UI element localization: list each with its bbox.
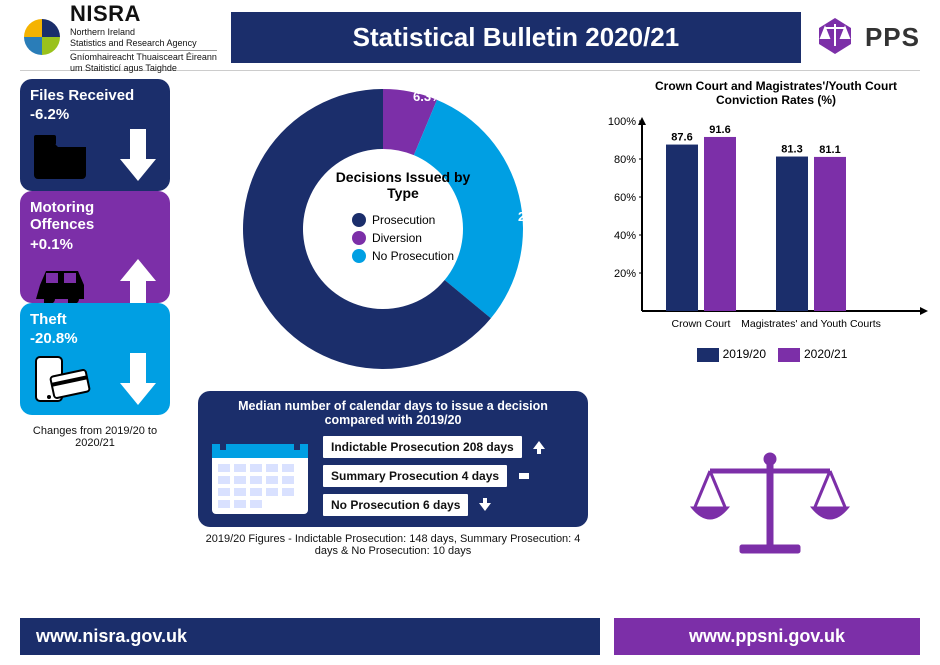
arrow-down-icon <box>477 497 493 513</box>
median-block: Median number of calendar days to issue … <box>198 391 578 557</box>
donut-title: Decisions Issued by Type <box>328 169 478 201</box>
page: NISRA Northern Ireland Statistics and Re… <box>0 0 940 665</box>
donut-legend-item: Diversion <box>352 231 454 245</box>
y-tick-label: 20% <box>614 268 636 280</box>
page-title: Statistical Bulletin 2020/21 <box>231 12 801 63</box>
legend-swatch <box>778 348 800 362</box>
median-row-text: Summary Prosecution 4 days <box>322 464 508 488</box>
median-caption: 2019/20 Figures - Indictable Prosecution… <box>198 533 588 557</box>
stat-label: Theft <box>30 311 160 328</box>
stat-box-0: Files Received -6.2% <box>20 79 170 191</box>
nisra-sub3: Gníomhaireacht Thuaisceart Éireann <box>70 52 217 63</box>
legend-swatch <box>697 348 719 362</box>
y-tick-label: 60% <box>614 192 636 204</box>
footer-left: www.nisra.gov.uk <box>20 618 600 655</box>
nisra-sub2: Statistics and Research Agency <box>70 38 217 49</box>
pps-label: PPS <box>865 22 920 53</box>
legend-label: No Prosecution <box>372 249 454 263</box>
donut-chart: Decisions Issued by Type Prosecution Dive… <box>198 79 568 379</box>
stat-caption: Changes from 2019/20 to 2020/21 <box>20 425 170 449</box>
donut-value-label: 64.0% <box>203 237 240 252</box>
stat-value: -20.8% <box>30 330 160 347</box>
y-tick-label: 100% <box>608 116 636 128</box>
median-row-text: No Prosecution 6 days <box>322 493 469 517</box>
header-row: NISRA Northern Ireland Statistics and Re… <box>20 8 920 66</box>
bar-value-label: 91.6 <box>709 124 730 136</box>
stat-box-1: Motoring Offences +0.1% <box>20 191 170 303</box>
bar-value-label: 87.6 <box>671 132 692 144</box>
x-tick-label: Magistrates' and Youth Courts <box>741 318 881 330</box>
phonecard-icon <box>30 353 94 405</box>
donut-value-label: 29.7% <box>518 209 555 224</box>
bar-value-label: 81.3 <box>781 144 802 156</box>
footer-right: www.ppsni.gov.uk <box>614 618 920 655</box>
scales-large-icon <box>685 445 855 560</box>
calendar-icon <box>210 436 310 516</box>
legend-swatch <box>352 249 366 263</box>
arrow-same-icon <box>516 468 532 484</box>
legend-swatch <box>352 231 366 245</box>
median-row: Summary Prosecution 4 days <box>322 464 576 488</box>
median-row: No Prosecution 6 days <box>322 493 576 517</box>
bar <box>666 145 698 311</box>
legend-label: Diversion <box>372 231 422 245</box>
arrow-up-icon <box>531 439 547 455</box>
y-tick-label: 80% <box>614 154 636 166</box>
car-icon <box>30 261 94 309</box>
nisra-sub4: um Staitisticí agus Taighde <box>70 63 217 74</box>
stat-column: Files Received -6.2% Motoring Offences +0.1… <box>20 79 180 557</box>
stat-label: Files Received <box>30 87 160 104</box>
nisra-text: NISRA Northern Ireland Statistics and Re… <box>70 1 217 74</box>
median-row-text: Indictable Prosecution 208 days <box>322 435 523 459</box>
nisra-sub1: Northern Ireland <box>70 27 217 38</box>
legend-label: 2019/20 <box>723 347 766 361</box>
nisra-name: NISRA <box>70 1 217 27</box>
median-panel: Median number of calendar days to issue … <box>198 391 588 527</box>
donut-center: Decisions Issued by Type Prosecution Dive… <box>328 169 478 268</box>
legend-label: Prosecution <box>372 213 435 227</box>
barchart-legend-item: 2020/21 <box>766 347 847 361</box>
bar-value-label: 81.1 <box>819 144 840 156</box>
bar <box>814 157 846 311</box>
donut-legend: Prosecution Diversion No Prosecution <box>352 209 454 267</box>
bar <box>704 137 736 311</box>
arrow-down-icon <box>116 125 160 185</box>
median-rows: Indictable Prosecution 208 days Summary P… <box>322 435 576 517</box>
arrow-down-icon <box>116 349 160 409</box>
nisra-logo: NISRA Northern Ireland Statistics and Re… <box>20 1 217 74</box>
footer: www.nisra.gov.uk www.ppsni.gov.uk <box>20 618 920 655</box>
y-tick-label: 40% <box>614 230 636 242</box>
median-row: Indictable Prosecution 208 days <box>322 435 576 459</box>
bar <box>776 157 808 311</box>
legend-label: 2020/21 <box>804 347 847 361</box>
barchart-legend-item: 2019/20 <box>685 347 766 361</box>
pps-logo: PPS <box>815 16 920 59</box>
stat-box-2: Theft -20.8% <box>20 303 170 415</box>
donut-value-label: 6.3% <box>413 89 443 104</box>
stat-value: -6.2% <box>30 106 160 123</box>
median-title: Median number of calendar days to issue … <box>210 399 576 427</box>
nisra-mark-icon <box>20 15 64 59</box>
scales-icon <box>815 16 855 59</box>
bar-chart: Crown Court and Magistrates'/Youth Court… <box>596 79 936 379</box>
x-tick-label: Crown Court <box>672 318 731 330</box>
legend-swatch <box>352 213 366 227</box>
barchart-legend: 2019/20 2020/21 <box>596 347 936 362</box>
donut-legend-item: No Prosecution <box>352 249 454 263</box>
barchart-title: Crown Court and Magistrates'/Youth Court… <box>596 79 936 111</box>
stat-value: +0.1% <box>30 236 160 253</box>
donut-legend-item: Prosecution <box>352 213 454 227</box>
folder-icon <box>30 131 90 179</box>
stat-label: Motoring Offences <box>30 199 160 234</box>
